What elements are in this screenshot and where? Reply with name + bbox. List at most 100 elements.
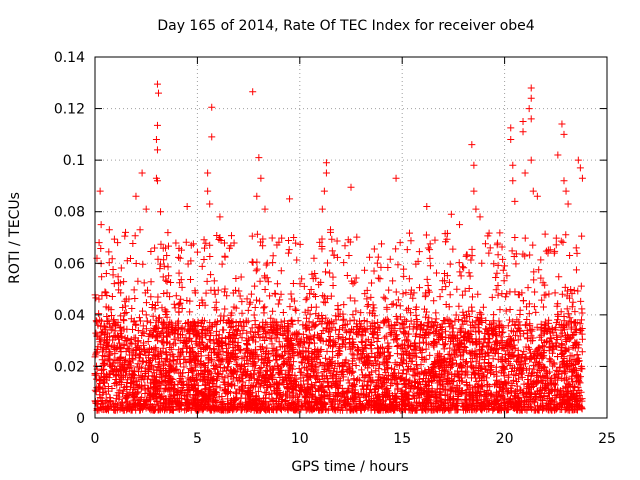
data-point [117, 380, 125, 388]
data-point [379, 358, 387, 366]
data-point [263, 259, 271, 267]
data-point [494, 261, 502, 269]
data-point [219, 367, 227, 375]
data-point [525, 300, 533, 308]
data-point [259, 304, 267, 312]
data-point [302, 296, 310, 304]
data-point [296, 240, 304, 248]
data-point [344, 236, 352, 244]
data-point [170, 300, 178, 308]
data-point [336, 325, 344, 333]
data-point [110, 235, 118, 243]
data-point [505, 316, 513, 324]
data-point [578, 309, 586, 317]
data-point [578, 348, 586, 356]
data-point [164, 229, 172, 237]
data-point [426, 262, 434, 270]
data-point [511, 345, 519, 353]
data-point [367, 345, 375, 353]
data-point [565, 345, 573, 353]
data-point [253, 296, 261, 304]
data-point [340, 301, 348, 309]
data-point [159, 338, 167, 346]
data-point [101, 330, 109, 338]
data-point [368, 279, 376, 287]
data-point [105, 259, 113, 267]
data-point [538, 296, 546, 304]
data-point [142, 299, 150, 307]
data-point [531, 288, 539, 296]
data-point [407, 358, 415, 366]
data-point [97, 245, 105, 253]
data-point [205, 335, 213, 343]
data-point [326, 336, 334, 344]
data-point [373, 338, 381, 346]
data-point [565, 310, 573, 318]
data-point [374, 345, 382, 353]
data-point [382, 386, 390, 394]
data-point [232, 275, 240, 283]
data-point [353, 346, 361, 354]
data-point [147, 319, 155, 327]
data-point [396, 325, 404, 333]
data-point [269, 307, 277, 315]
data-point [260, 309, 268, 317]
data-point [262, 261, 270, 269]
data-point [147, 278, 155, 286]
data-point [371, 353, 379, 361]
data-point [298, 359, 306, 367]
data-point [139, 328, 147, 336]
data-point [264, 278, 272, 286]
data-point [460, 264, 468, 272]
data-point [384, 339, 392, 347]
data-point [212, 298, 220, 306]
data-point [344, 376, 352, 384]
data-point [392, 393, 400, 401]
data-point [426, 246, 434, 254]
data-point [176, 254, 184, 262]
data-point [175, 253, 183, 261]
data-point [134, 360, 142, 368]
data-point [400, 350, 408, 358]
data-point [358, 366, 366, 374]
data-point [468, 293, 476, 301]
data-point [316, 238, 324, 246]
data-point [521, 252, 529, 260]
data-point [458, 377, 466, 385]
data-point [232, 326, 240, 334]
data-point [326, 269, 334, 277]
data-point [392, 245, 400, 253]
data-point [147, 247, 155, 255]
data-point [332, 340, 340, 348]
data-point [312, 303, 320, 311]
data-point [321, 354, 329, 362]
data-point [263, 353, 271, 361]
data-point [178, 283, 186, 291]
data-point [363, 295, 371, 303]
data-point [177, 276, 185, 284]
data-point [312, 293, 320, 301]
data-point [573, 249, 581, 257]
data-point [462, 367, 470, 375]
data-point [426, 351, 434, 359]
data-point [92, 317, 100, 325]
data-point [274, 350, 282, 358]
data-point [366, 253, 374, 261]
data-point [473, 313, 481, 321]
data-point [95, 310, 103, 318]
data-point [560, 313, 568, 321]
data-point [459, 291, 467, 299]
data-point [465, 269, 473, 277]
data-point [249, 258, 257, 266]
data-point [397, 354, 405, 362]
data-point [105, 248, 113, 256]
data-point [228, 351, 236, 359]
data-point [162, 332, 170, 340]
data-point [227, 232, 235, 240]
data-point [252, 267, 260, 275]
data-point [156, 265, 164, 273]
data-point [466, 312, 474, 320]
data-point [391, 365, 399, 373]
data-point [263, 344, 271, 352]
data-point [481, 240, 489, 248]
